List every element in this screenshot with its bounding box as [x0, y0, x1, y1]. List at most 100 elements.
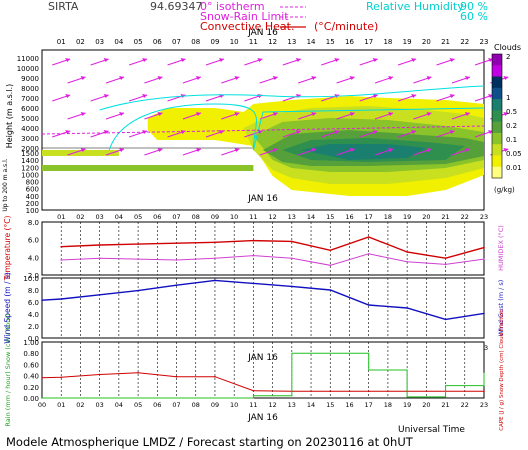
wind-arrow-head [103, 58, 109, 62]
wind-arrow-head [80, 76, 86, 80]
clouds-legend-label: 2 [506, 53, 510, 61]
bottom-hour-label: 03 [96, 401, 104, 409]
humidex-axis-title: HUMIDEX (°C) [497, 225, 505, 271]
temperature-line-point [444, 257, 447, 260]
bottom-hour-label: 09 [211, 401, 219, 409]
y-tick-label: 8.0 [28, 219, 39, 227]
y-tick-label: 6.0 [28, 299, 39, 307]
mid-hour-label: 11 [249, 213, 257, 221]
clouds-legend-title: Clouds [494, 43, 521, 52]
wind-axis-title: Wind Speed (m / s) [3, 272, 12, 344]
wind-arrow-head [103, 94, 109, 98]
height-tick-label-low: 1000 [21, 171, 39, 179]
wind-arrow-head [334, 130, 340, 134]
bottom-hour-label: 06 [153, 401, 161, 409]
clouds-legend-swatch [492, 166, 502, 179]
wind-arrow-head [411, 58, 417, 62]
mid-hour-label: 18 [384, 213, 392, 221]
clouds-legend-frame [491, 53, 503, 179]
clouds-legend-label: 0.05 [506, 150, 522, 158]
height-tick-label: 5000 [21, 115, 39, 123]
mid-hour-label: 13 [288, 213, 296, 221]
mid-hour-label: 09 [211, 213, 219, 221]
rain-line-point [137, 372, 139, 374]
cloud-fill-low-band [42, 165, 254, 171]
wind-arrow-head [119, 112, 125, 116]
wind-arrow-head [411, 130, 417, 134]
temperature-line-point [483, 246, 485, 249]
y-tick-label: 1.00 [23, 339, 39, 347]
y-tick-label: 8.0 [28, 287, 39, 295]
top-hour-label: 01 [57, 38, 66, 46]
bottom-hour-label: 22 [461, 401, 469, 409]
wind-speed-line-point [60, 298, 63, 300]
clouds-legend-swatch [492, 121, 502, 134]
wind-arrow-head [157, 112, 163, 116]
legend-isotherm: 0° isotherm [200, 0, 265, 13]
legend-rh-60: 60 % [460, 10, 488, 23]
bottom-hour-label: 11 [249, 401, 257, 409]
footer-text: Modele Atmospherique LMDZ / Forecast sta… [6, 435, 414, 449]
wind-arrow-head [388, 148, 394, 152]
height-tick-label-low: 800 [26, 179, 39, 187]
temperature-line-point [175, 242, 178, 244]
legend-snow-rain: Snow-Rain Limit [200, 10, 289, 23]
date-label-low: JAN 16 [247, 353, 278, 363]
mid-hour-label: 23 [480, 213, 488, 221]
height-tick-label: 11000 [17, 55, 39, 63]
bottom-hour-label: 12 [268, 401, 276, 409]
humidex-line-point [483, 258, 485, 260]
wind-speed-line-point [291, 285, 293, 288]
temperature-line-point [214, 241, 216, 244]
wind-arrow-head [349, 148, 355, 152]
wind-arrow-head [234, 76, 240, 80]
wind-arrow-head [180, 58, 186, 62]
mid-hour-label: 05 [134, 213, 142, 221]
top-hour-label: 03 [95, 38, 104, 46]
wind-arrow-head [372, 58, 378, 62]
wind-arrow-head [295, 94, 301, 98]
top-hour-label: 14 [307, 38, 316, 46]
wind-arrow-head [388, 76, 394, 80]
height-tick-label-low: 1400 [21, 157, 39, 165]
height-tick-label-low: 1500 [21, 150, 39, 158]
humidex-line-point [329, 264, 332, 267]
wind-arrow-head [65, 130, 71, 134]
height-tick-label: 10000 [17, 65, 39, 73]
rain-line-point [41, 377, 43, 379]
temperature-axis-title: Temperature (°C) [3, 216, 12, 282]
wind-arrow-head [257, 58, 263, 62]
wind-arrow-head [311, 76, 317, 80]
mid-hour-label: 01 [57, 213, 65, 221]
top-hour-label: 20 [422, 38, 431, 46]
rain-line-point [329, 390, 332, 393]
bottom-hour-label: 07 [172, 401, 180, 409]
wind-arrow-head [503, 112, 509, 116]
wind-speed-line-point [329, 289, 332, 291]
humidex-line-point [252, 254, 255, 257]
wind-arrow-head [411, 94, 417, 98]
y-tick-label: 4.0 [28, 254, 39, 262]
wind-arrow-head [449, 130, 455, 134]
wind-speed-line-point [444, 318, 447, 321]
height-tick-label: 2000 [21, 145, 39, 153]
wind-arrow-head [119, 76, 125, 80]
wind-arrow-head [426, 76, 432, 80]
wind-arrow-head [311, 112, 317, 116]
rh-contour-60 [99, 85, 485, 111]
top-hour-label: 12 [268, 38, 277, 46]
wind-arrow-head [426, 112, 432, 116]
wind-arrow-head [334, 58, 340, 62]
humidex-line-point [98, 257, 101, 260]
mid-hour-label: 07 [172, 213, 180, 221]
isotherm-line [41, 125, 485, 135]
humidex-line [61, 253, 485, 266]
y-tick-label: 0.80 [23, 350, 39, 358]
mid-hour-label: 03 [96, 213, 104, 221]
rain-panel-frame [41, 341, 485, 399]
clouds-legend-swatch [492, 54, 502, 66]
temperature-line-point [367, 236, 370, 238]
humidex-line-point [137, 258, 139, 260]
rain-line-point [175, 375, 178, 378]
bottom-hour-label: 15 [326, 401, 334, 409]
